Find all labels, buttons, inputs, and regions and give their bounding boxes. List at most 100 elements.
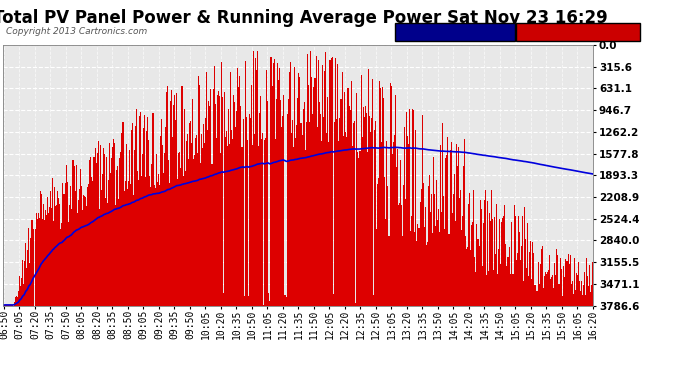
- Bar: [540, 249, 542, 306]
- Bar: [190, 143, 192, 306]
- Bar: [318, 60, 319, 306]
- Bar: [552, 275, 553, 306]
- Bar: [76, 165, 77, 306]
- Bar: [57, 191, 58, 306]
- Bar: [438, 209, 439, 306]
- Bar: [29, 263, 30, 306]
- Bar: [138, 180, 139, 306]
- Bar: [159, 136, 161, 306]
- Bar: [335, 119, 337, 306]
- Bar: [580, 291, 581, 306]
- Bar: [378, 178, 379, 306]
- Bar: [165, 127, 166, 306]
- Bar: [97, 141, 99, 306]
- Bar: [395, 167, 397, 306]
- Bar: [588, 286, 589, 306]
- Bar: [538, 284, 540, 306]
- Bar: [43, 220, 45, 306]
- Bar: [139, 116, 140, 306]
- Bar: [457, 147, 459, 306]
- Bar: [188, 123, 190, 306]
- Bar: [563, 266, 564, 306]
- Bar: [328, 142, 329, 306]
- Bar: [115, 204, 116, 306]
- Bar: [500, 264, 501, 306]
- Bar: [168, 160, 169, 306]
- Bar: [358, 158, 359, 306]
- Bar: [498, 249, 499, 306]
- Bar: [275, 99, 277, 306]
- Bar: [236, 111, 237, 306]
- Bar: [223, 293, 224, 306]
- Bar: [17, 297, 18, 306]
- Bar: [284, 295, 285, 306]
- Bar: [281, 127, 282, 306]
- Bar: [534, 285, 535, 306]
- Bar: [347, 88, 348, 306]
- Bar: [430, 212, 431, 306]
- Bar: [355, 303, 356, 306]
- Bar: [472, 222, 473, 306]
- Bar: [34, 229, 35, 306]
- Bar: [23, 284, 24, 306]
- Bar: [203, 124, 204, 306]
- Bar: [221, 97, 223, 306]
- Bar: [215, 138, 217, 306]
- Bar: [492, 219, 493, 306]
- Bar: [294, 67, 295, 306]
- Bar: [312, 114, 313, 306]
- Bar: [412, 109, 413, 306]
- Bar: [49, 207, 50, 306]
- Bar: [53, 221, 54, 306]
- Bar: [250, 85, 252, 306]
- Bar: [489, 213, 490, 306]
- Bar: [25, 243, 26, 306]
- Bar: [261, 139, 262, 306]
- Bar: [106, 157, 107, 306]
- Bar: [28, 228, 29, 306]
- Bar: [113, 139, 114, 306]
- Bar: [150, 188, 151, 306]
- Bar: [257, 51, 258, 306]
- Bar: [578, 262, 579, 306]
- Bar: [357, 152, 358, 306]
- Bar: [70, 209, 72, 306]
- Bar: [482, 223, 484, 306]
- Bar: [120, 152, 121, 306]
- Bar: [279, 100, 281, 306]
- Bar: [344, 92, 345, 306]
- Bar: [445, 158, 446, 306]
- Bar: [217, 90, 219, 306]
- Bar: [314, 78, 315, 306]
- Bar: [385, 219, 386, 306]
- Bar: [89, 160, 90, 306]
- Bar: [202, 148, 203, 306]
- Bar: [451, 213, 453, 306]
- Bar: [560, 258, 561, 306]
- Bar: [346, 137, 347, 306]
- Bar: [418, 228, 420, 306]
- Bar: [157, 174, 159, 306]
- Bar: [55, 206, 56, 306]
- Bar: [299, 77, 300, 306]
- Bar: [373, 296, 374, 306]
- Bar: [428, 175, 430, 306]
- Bar: [426, 242, 428, 306]
- Bar: [283, 94, 284, 306]
- Bar: [22, 260, 23, 306]
- Bar: [21, 278, 22, 306]
- Bar: [93, 156, 95, 306]
- Bar: [196, 135, 197, 306]
- Bar: [56, 205, 57, 306]
- Bar: [282, 116, 283, 306]
- Bar: [92, 181, 93, 306]
- Bar: [77, 213, 78, 306]
- Bar: [525, 239, 526, 306]
- Bar: [556, 249, 557, 306]
- Bar: [464, 139, 465, 306]
- Bar: [74, 166, 75, 306]
- Bar: [224, 92, 225, 306]
- Bar: [389, 83, 391, 306]
- Bar: [562, 296, 563, 306]
- Bar: [342, 72, 343, 306]
